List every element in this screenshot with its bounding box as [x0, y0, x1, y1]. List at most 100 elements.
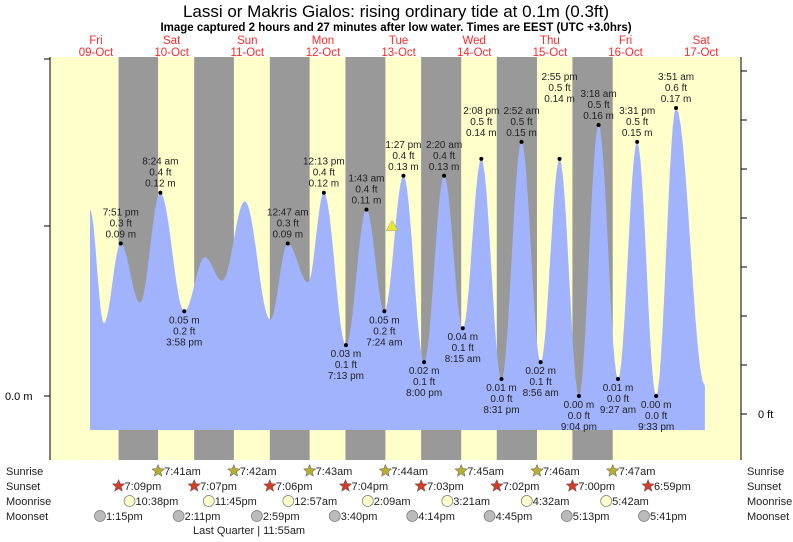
sunset-row-label-left: Sunset — [6, 481, 40, 493]
moonset-time: 4:14pm — [418, 511, 455, 523]
sunset-star-icon — [565, 478, 580, 492]
high-tide-label: 0.11 m — [352, 196, 382, 207]
low-tide-label: 0.04 m — [447, 332, 478, 343]
high-tide-label-group: 12:13 pm0.4 ft0.12 m — [303, 157, 345, 190]
day-name-label: Sat — [163, 35, 181, 47]
sunset-time: 7:07pm — [200, 481, 237, 493]
high-tide-label: 3:18 am — [581, 89, 617, 100]
sunrise-row-label-left: Sunrise — [6, 466, 43, 478]
day-date-label: 12-Oct — [306, 47, 341, 59]
sunset-star-icon — [263, 478, 277, 492]
low-tide-label: 9:27 am — [600, 405, 636, 416]
extreme-labels: 7:51 pm0.3 ft0.09 m8:24 am0.4 ft0.12 m0.… — [103, 72, 694, 433]
high-tide-label-group: 3:18 am0.5 ft0.16 m — [581, 89, 617, 122]
low-tide-label: 0.1 ft — [452, 343, 474, 354]
high-tide-label: 2:55 pm — [541, 72, 577, 83]
day-date-label: 10-Oct — [154, 47, 189, 59]
low-tide-point — [422, 360, 427, 365]
day-name-label: Fri — [89, 35, 102, 47]
moonrise-moon-icon — [520, 495, 533, 507]
moonrise-time: 4:32am — [533, 496, 570, 508]
low-tide-point — [343, 343, 348, 348]
high-tide-label-group: 12:47 am0.3 ft0.09 m — [267, 208, 309, 241]
low-tide-label: 9:33 pm — [638, 422, 674, 433]
high-tide-label: 0.4 ft — [355, 185, 377, 196]
moonset-moon-icon — [638, 510, 650, 522]
current-tide-marker — [385, 220, 399, 231]
sunset-time: 7:03pm — [427, 481, 464, 493]
sunrise-time: 7:41am — [164, 466, 201, 478]
left-axis-zero-label: 0.0 m — [5, 391, 33, 403]
low-tide-label: 9:04 pm — [561, 422, 597, 433]
axis-ticks — [44, 58, 747, 415]
high-tide-label: 0.13 m — [429, 162, 460, 173]
high-tide-label: 0.3 ft — [110, 219, 132, 230]
moonrise-row-label-right: Moonrise — [747, 496, 792, 508]
low-tide-label: 8:56 am — [523, 388, 559, 399]
high-tide-label: 0.14 m — [544, 94, 575, 105]
high-tide-label: 0.09 m — [272, 230, 303, 241]
sunset-time: 6:59pm — [654, 481, 691, 493]
high-tide-label: 0.4 ft — [313, 168, 335, 179]
chart-title: Lassi or Makris Gialos: rising ordinary … — [183, 2, 609, 21]
low-tide-point — [382, 309, 387, 314]
high-tide-label: 0.5 ft — [470, 117, 492, 128]
day-date-label: 17-Oct — [684, 47, 719, 59]
low-tide-label-group: 0.02 m0.1 ft8:00 pm — [406, 366, 442, 399]
low-tide-label: 0.2 ft — [173, 326, 195, 337]
low-tide-label: 0.05 m — [369, 315, 400, 326]
high-tide-label: 0.5 ft — [626, 117, 648, 128]
low-tide-label-group: 0.01 m0.0 ft9:27 am — [600, 383, 636, 416]
low-tide-label-group: 0.03 m0.1 ft7:13 pm — [328, 349, 364, 382]
low-tide-label: 0.01 m — [603, 383, 634, 394]
high-tide-label: 0.16 m — [583, 111, 614, 122]
moonrise-moon-icon — [361, 495, 374, 507]
high-tide-label: 1:27 pm — [385, 140, 421, 151]
high-tide-label: 3:31 pm — [619, 106, 655, 117]
low-tide-label: 0.01 m — [486, 383, 517, 394]
high-tide-label: 12:47 am — [267, 208, 309, 219]
moonrise-time: 5:42am — [612, 496, 649, 508]
high-tide-label: 0.5 ft — [548, 83, 570, 94]
low-tide-label: 0.00 m — [564, 400, 595, 411]
low-tide-label: 8:00 pm — [406, 388, 442, 399]
moonset-moon-icon — [560, 510, 573, 522]
low-tide-label: 0.0 ft — [568, 411, 590, 422]
low-tide-point — [460, 326, 465, 331]
sunrise-time: 7:46am — [543, 466, 580, 478]
day-name-label: Sat — [693, 35, 711, 47]
high-tide-label: 0.4 ft — [149, 168, 171, 179]
moonset-row-label-left: Moonset — [6, 511, 48, 523]
moon-phase-label: Last Quarter | 11:55am — [193, 525, 305, 537]
low-tide-label: 8:15 am — [445, 354, 481, 365]
high-tide-label: 0.12 m — [309, 179, 340, 190]
low-tide-label-group: 0.05 m0.2 ft3:58 pm — [166, 315, 202, 348]
moonset-time: 5:13pm — [573, 511, 610, 523]
moonset-time: 1:15pm — [106, 511, 143, 523]
sunrise-time: 7:47am — [619, 466, 656, 478]
day-name-label: Fri — [619, 35, 632, 47]
high-tide-label-group: 7:51 pm0.3 ft0.09 m — [103, 208, 139, 241]
moonrise-time: 10:38pm — [136, 496, 179, 508]
sunset-time: 7:09pm — [125, 481, 162, 493]
low-tide-label-group: 0.05 m0.2 ft7:24 am — [366, 315, 402, 348]
high-tide-point — [596, 122, 601, 127]
high-tide-label-group: 2:20 am0.4 ft0.13 m — [426, 140, 462, 173]
high-tide-label-group: 8:24 am0.4 ft0.12 m — [142, 157, 178, 190]
sunset-star-icon — [187, 478, 202, 492]
day-name-label: Thu — [540, 35, 560, 47]
high-tide-point — [118, 241, 123, 246]
low-tide-label-group: 0.00 m0.0 ft9:33 pm — [638, 400, 674, 433]
high-tide-point — [364, 207, 369, 212]
low-tide-label: 7:13 pm — [328, 371, 364, 382]
high-tide-point — [519, 139, 524, 144]
sunrise-star-icon — [530, 463, 544, 477]
day-name-label: Sun — [237, 35, 257, 47]
sunrise-star-icon — [605, 463, 620, 477]
high-tide-label: 0.4 ft — [433, 151, 455, 162]
high-tide-label: 0.12 m — [145, 179, 176, 190]
sunset-star-icon — [641, 478, 655, 492]
tide-area — [90, 108, 705, 430]
high-tide-label-group: 1:43 am0.4 ft0.11 m — [348, 174, 384, 207]
moonset-time: 2:59pm — [263, 511, 300, 523]
